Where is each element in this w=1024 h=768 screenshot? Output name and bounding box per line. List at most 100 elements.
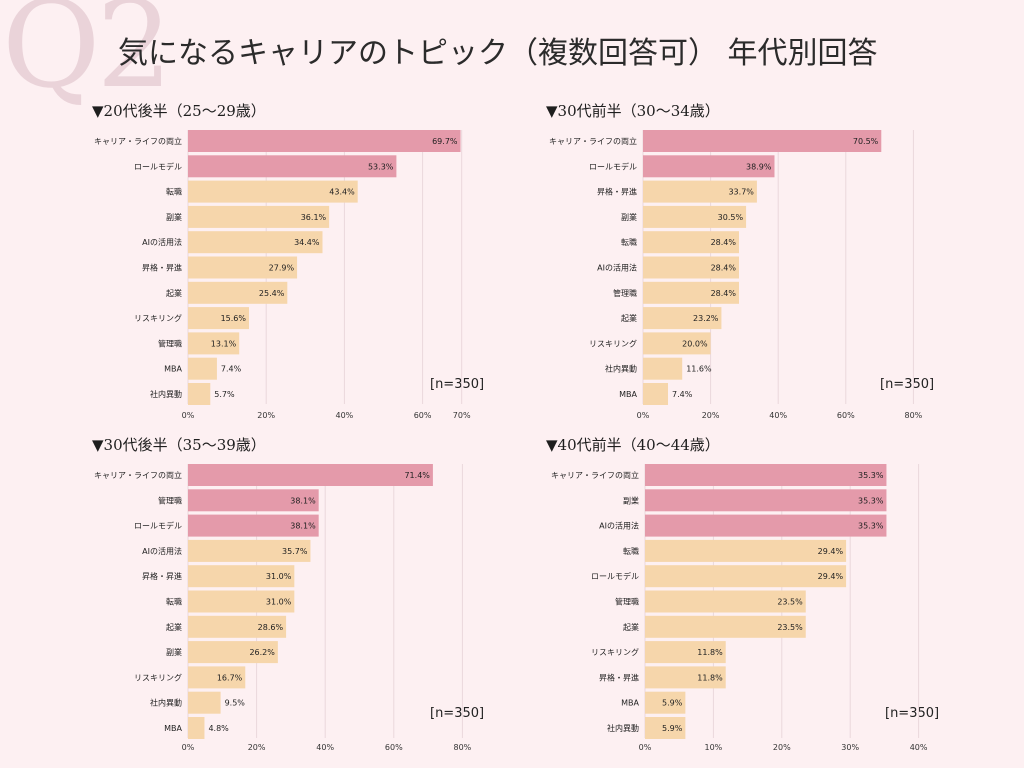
category-label: 社内異動 bbox=[605, 364, 637, 374]
data-label: 35.3% bbox=[858, 496, 884, 505]
bar bbox=[188, 281, 288, 304]
data-label: 29.4% bbox=[818, 572, 844, 581]
chart-title-40s-early: ▼40代前半（40～44歳） bbox=[546, 436, 720, 454]
data-label: 38.1% bbox=[290, 522, 316, 531]
category-label: リスキリング bbox=[589, 338, 637, 348]
sample-size-label: [n=350] bbox=[430, 706, 485, 721]
data-label: 35.7% bbox=[282, 547, 308, 556]
data-label: 5.7% bbox=[214, 390, 235, 399]
data-label: 23.2% bbox=[693, 314, 719, 323]
chart-title-20s-late: ▼20代後半（25～29歳） bbox=[92, 102, 266, 120]
x-tick-label: 10% bbox=[705, 743, 723, 752]
category-label: 管理職 bbox=[158, 338, 182, 348]
data-label: 23.5% bbox=[777, 623, 803, 632]
category-label: 昇格・昇進 bbox=[142, 571, 182, 581]
bar bbox=[188, 691, 221, 714]
bar bbox=[188, 383, 211, 405]
category-label: 副業 bbox=[623, 495, 639, 505]
category-label: ロールモデル bbox=[591, 571, 639, 581]
data-label: 28.4% bbox=[711, 264, 737, 273]
category-label: 社内異動 bbox=[150, 698, 182, 708]
data-label: 35.3% bbox=[858, 471, 884, 480]
category-label: ロールモデル bbox=[134, 521, 182, 531]
x-tick-label: 20% bbox=[773, 743, 791, 752]
page-title: 気になるキャリアのトピック（複数回答可） 年代別回答 bbox=[118, 36, 878, 71]
bar bbox=[188, 231, 323, 254]
chart-panel-30s-late: 0% 20% 40% 60% 80% キャリア・ライフの両立 71.4% 管理職 38.1% ロー… bbox=[94, 464, 472, 752]
x-tick-label: 30% bbox=[841, 743, 859, 752]
category-label: AIの活用法 bbox=[142, 546, 182, 556]
x-tick-label: 80% bbox=[905, 411, 923, 420]
x-tick-label: 0% bbox=[182, 743, 195, 752]
category-label: 社内異動 bbox=[607, 723, 639, 733]
data-label: 30.5% bbox=[718, 213, 744, 222]
chart-title-30s-early: ▼30代前半（30～34歳） bbox=[546, 102, 720, 120]
data-label: 5.9% bbox=[662, 724, 683, 733]
category-label: 管理職 bbox=[158, 495, 182, 505]
data-label: 26.2% bbox=[249, 648, 275, 657]
bar bbox=[645, 565, 847, 588]
bar bbox=[188, 332, 240, 355]
category-label: 起業 bbox=[166, 288, 182, 298]
x-tick-label: 70% bbox=[453, 411, 471, 420]
category-label: 昇格・昇進 bbox=[597, 187, 637, 197]
bar bbox=[645, 489, 887, 512]
bar bbox=[188, 205, 330, 228]
x-tick-label: 40% bbox=[910, 743, 928, 752]
bar bbox=[188, 590, 295, 613]
bar bbox=[188, 256, 298, 279]
bar bbox=[188, 155, 397, 178]
category-label: 起業 bbox=[623, 622, 639, 632]
bar bbox=[645, 666, 726, 689]
data-label: 25.4% bbox=[259, 289, 285, 298]
bar bbox=[643, 383, 669, 405]
bar bbox=[645, 514, 887, 537]
data-label: 29.4% bbox=[818, 547, 844, 556]
data-label: 13.1% bbox=[211, 339, 237, 348]
category-label: MBA bbox=[621, 699, 639, 708]
x-tick-label: 20% bbox=[257, 411, 275, 420]
category-label: AIの活用法 bbox=[142, 237, 182, 247]
category-label: 昇格・昇進 bbox=[599, 672, 639, 682]
category-label: AIの活用法 bbox=[597, 263, 637, 273]
category-label: キャリア・ライフの両立 bbox=[94, 136, 182, 146]
sample-size-label: [n=350] bbox=[880, 377, 935, 392]
data-label: 38.1% bbox=[290, 496, 316, 505]
category-label: 社内異動 bbox=[150, 389, 182, 399]
data-label: 38.9% bbox=[746, 162, 772, 171]
data-label: 69.7% bbox=[432, 137, 458, 146]
bar bbox=[645, 539, 847, 562]
data-label: 11.6% bbox=[686, 365, 712, 374]
category-label: MBA bbox=[164, 724, 182, 733]
data-label: 11.8% bbox=[697, 673, 723, 682]
bar bbox=[188, 464, 433, 486]
data-label: 7.4% bbox=[672, 390, 693, 399]
data-label: 53.3% bbox=[368, 162, 394, 171]
bar bbox=[643, 307, 722, 330]
data-label: 33.7% bbox=[728, 188, 754, 197]
x-tick-label: 20% bbox=[248, 743, 266, 752]
category-label: MBA bbox=[619, 390, 637, 399]
sample-size-label: [n=350] bbox=[430, 377, 485, 392]
bar bbox=[188, 615, 287, 638]
x-tick-label: 0% bbox=[637, 411, 650, 420]
category-label: リスキリング bbox=[591, 647, 639, 657]
data-label: 16.7% bbox=[217, 673, 243, 682]
bar bbox=[645, 691, 686, 714]
data-label: 35.3% bbox=[858, 522, 884, 531]
category-label: キャリア・ライフの両立 bbox=[551, 470, 639, 480]
bar bbox=[643, 256, 739, 279]
bar bbox=[188, 307, 249, 330]
bar bbox=[645, 717, 686, 739]
category-label: AIの活用法 bbox=[599, 521, 639, 531]
chart-title-30s-late: ▼30代後半（35～39歳） bbox=[92, 436, 266, 454]
category-label: 副業 bbox=[166, 647, 182, 657]
category-label: キャリア・ライフの両立 bbox=[549, 136, 637, 146]
bar bbox=[643, 180, 757, 203]
bar bbox=[188, 666, 246, 689]
data-label: 36.1% bbox=[301, 213, 327, 222]
category-label: 転職 bbox=[621, 238, 637, 247]
bar bbox=[645, 464, 887, 486]
category-label: 転職 bbox=[166, 188, 182, 197]
